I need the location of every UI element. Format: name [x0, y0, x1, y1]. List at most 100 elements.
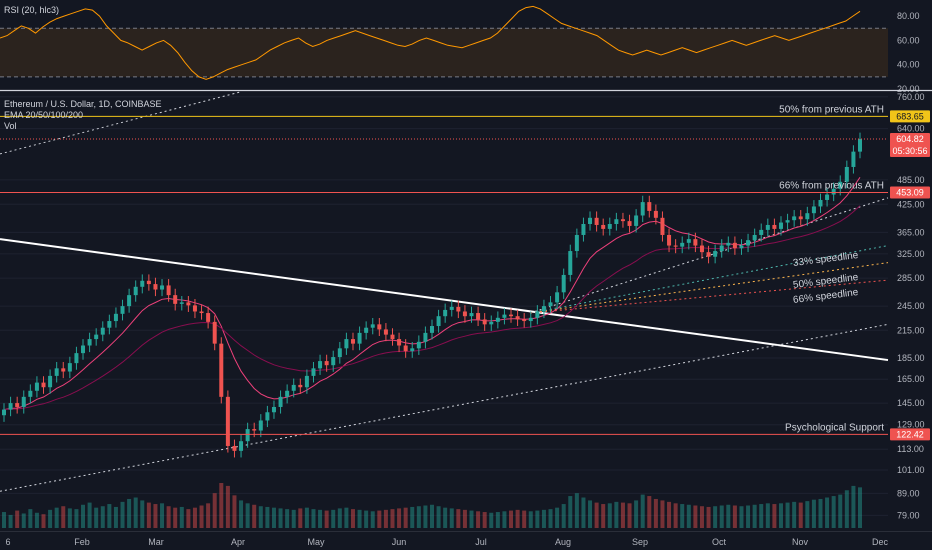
candle-body: [34, 382, 39, 391]
volume-bar: [647, 496, 652, 528]
time-tick-label: Jun: [392, 537, 407, 547]
candle-body: [232, 445, 237, 451]
volume-bar: [232, 495, 237, 528]
volume-bar: [851, 485, 856, 528]
volume-bar: [298, 508, 303, 528]
candle-body: [311, 368, 316, 376]
candle-body: [785, 220, 790, 223]
volume-bar: [456, 509, 461, 528]
level-tag-bg: [890, 110, 930, 123]
ema-line: [3, 177, 861, 411]
candle-body: [607, 223, 612, 229]
candle-body: [133, 286, 138, 296]
candle-body: [298, 384, 303, 388]
candle-body: [350, 339, 355, 344]
rsi-line: [0, 5, 861, 80]
price-tick-label: 215.00: [897, 325, 925, 335]
candle-body: [357, 332, 362, 344]
candle-body: [805, 213, 810, 220]
volume-bar: [337, 508, 342, 528]
candle-body: [746, 240, 751, 246]
price-axis[interactable]: 760.00 640.00 485.00 425.00 365.00 325.00 285.…: [897, 92, 925, 521]
candle-body: [15, 403, 20, 407]
candle-body: [495, 317, 500, 322]
volume-bar: [15, 510, 20, 528]
candle-body: [423, 332, 428, 342]
candle-body: [667, 234, 672, 246]
candle-body: [719, 245, 724, 252]
volume-bar: [252, 504, 257, 528]
time-tick-label: Sep: [632, 537, 648, 547]
volume-bar: [838, 494, 843, 528]
time-tick-label: Feb: [74, 537, 90, 547]
volume-bar: [443, 507, 448, 528]
rsi-tick-label: 20.00: [897, 84, 920, 94]
volume-bar: [153, 504, 158, 528]
volume-bar: [535, 510, 540, 528]
volume-legend[interactable]: Vol: [4, 121, 17, 131]
volume-bar: [225, 485, 230, 528]
candle-body: [416, 341, 421, 349]
rsi-panel: 80.00 60.00 40.00 20.00: [0, 5, 932, 94]
volume-bar: [476, 511, 481, 528]
ema-line: [3, 205, 861, 411]
candle-body: [436, 316, 441, 327]
volume-bar: [752, 504, 757, 528]
volume-bar: [127, 498, 132, 528]
price-tick-label: 285.00: [897, 273, 925, 283]
candle-body: [640, 202, 645, 216]
volume-bar: [614, 501, 619, 528]
speedline: [529, 262, 889, 314]
candle-body: [120, 306, 125, 314]
volume-bar: [199, 505, 204, 528]
volume-bar: [719, 505, 724, 528]
volume-bar: [831, 496, 836, 528]
candle-body: [825, 194, 830, 200]
volume-bars: [2, 483, 862, 528]
volume-bar: [601, 504, 606, 528]
volume-bar: [397, 508, 402, 528]
candle-body: [528, 317, 533, 322]
volume-bar: [588, 500, 593, 528]
speedline-label: 33% speedline: [792, 250, 859, 269]
candle-body: [252, 429, 257, 431]
candle-body: [81, 345, 86, 354]
candle-body: [94, 334, 99, 340]
candle-body: [515, 316, 520, 320]
candle-body: [627, 221, 632, 226]
last-price-tag: 604.82: [896, 134, 924, 144]
rsi-title[interactable]: RSI (20, hlc3): [4, 5, 60, 15]
volume-bar: [81, 504, 86, 528]
time-tick-label: Jul: [475, 537, 487, 547]
rsi-band: [0, 28, 888, 77]
price-tick-label: 640.00: [897, 124, 925, 134]
candle-body: [100, 327, 105, 335]
volume-bar: [192, 507, 197, 528]
ema-lines: [3, 177, 861, 411]
candle-body: [225, 396, 230, 446]
volume-bar: [285, 509, 290, 528]
candle-body: [48, 375, 53, 388]
symbol-title[interactable]: Ethereum / U.S. Dollar, 1D, COINBASE: [4, 99, 162, 109]
volume-bar: [449, 508, 454, 528]
volume-bar: [462, 509, 467, 528]
volume-bar: [732, 505, 737, 528]
candle-body: [673, 245, 678, 247]
candle-body: [179, 302, 184, 304]
price-tick-label: 165.00: [897, 374, 925, 384]
candle-body: [489, 321, 494, 325]
candle-body: [706, 252, 711, 257]
candle-body: [239, 441, 244, 451]
time-axis[interactable]: 6 Feb Mar Apr May Jun Jul Aug Sep Oct Nov Dec: [0, 531, 932, 548]
volume-bar: [469, 510, 474, 528]
volume-bar: [594, 502, 599, 528]
upper-channel-line: [0, 91, 241, 155]
volume-bar: [311, 509, 316, 528]
ema-legend[interactable]: EMA 20/50/100/200: [4, 110, 84, 120]
price-tick-label: 325.00: [897, 249, 925, 259]
volume-bar: [640, 494, 645, 528]
candle-body: [476, 313, 481, 320]
rsi-tick-label: 80.00: [897, 11, 920, 21]
candle-body: [653, 210, 658, 218]
